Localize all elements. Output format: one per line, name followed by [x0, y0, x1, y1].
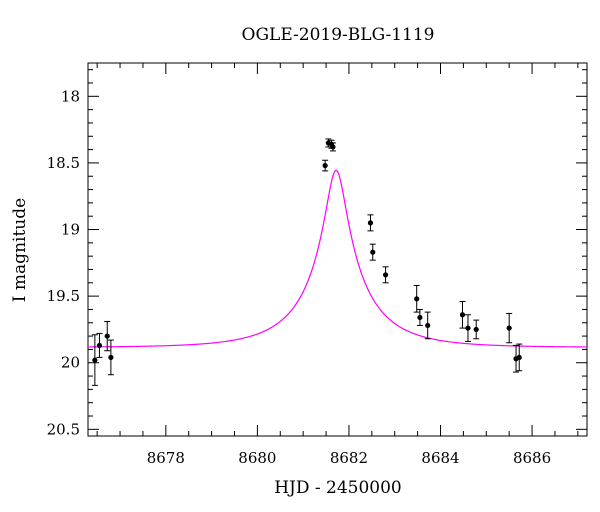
y-tick-label: 18 [61, 87, 80, 105]
y-tick-label: 19.5 [47, 287, 80, 305]
axis-ticks [88, 63, 587, 436]
data-point [322, 159, 329, 172]
data-point [473, 319, 480, 340]
model-curve [88, 169, 588, 348]
data-point-marker [382, 272, 389, 278]
data-point [382, 266, 389, 284]
data-point-marker [414, 296, 420, 302]
data-point-marker [108, 354, 114, 361]
data-point-marker [417, 314, 423, 321]
data-point-marker [465, 325, 471, 331]
chart-title: OGLE-2019-BLG-1119 [242, 25, 435, 45]
data-point-marker [516, 354, 522, 361]
x-tick-label: 8680 [238, 449, 276, 467]
data-point-marker [322, 162, 328, 169]
axis-tick-labels: 8678 8680 8682 8684 8686 18 18.5 19 19.5 20 20.5 [47, 87, 552, 467]
data-point-marker [367, 220, 374, 226]
data-point-marker [459, 312, 466, 318]
data-point [91, 334, 98, 386]
data-point-marker [473, 326, 479, 333]
x-axis-title: HJD - 2450000 [274, 478, 402, 498]
data-point [516, 343, 523, 372]
x-tick-label: 8686 [513, 449, 551, 467]
x-tick-label: 8678 [147, 449, 185, 467]
x-tick-label: 8682 [330, 449, 368, 467]
data-points [91, 138, 523, 386]
data-point-marker [92, 357, 98, 363]
data-point [416, 308, 423, 326]
y-tick-label: 20 [61, 354, 80, 372]
y-axis-title: I magnitude [10, 198, 30, 302]
data-point [107, 339, 114, 376]
data-point [96, 332, 103, 358]
y-tick-label: 20.5 [47, 420, 80, 438]
data-point [464, 314, 471, 342]
data-point [506, 312, 513, 344]
data-point [413, 284, 420, 313]
data-point-marker [96, 342, 103, 349]
data-point [367, 214, 374, 232]
data-point [424, 311, 431, 340]
x-tick-label: 8684 [421, 449, 459, 467]
y-tick-label: 19 [61, 221, 80, 239]
data-point [104, 320, 111, 352]
y-tick-label: 18.5 [47, 154, 80, 172]
data-point [329, 142, 336, 152]
data-point-marker [425, 322, 431, 329]
data-point [459, 300, 466, 329]
data-point-marker [330, 144, 336, 150]
data-point-marker [104, 333, 110, 339]
data-point-marker [506, 325, 512, 331]
data-point [369, 243, 376, 261]
data-point-marker [370, 249, 376, 255]
data-point [513, 344, 520, 373]
plot-frame [87, 62, 588, 437]
